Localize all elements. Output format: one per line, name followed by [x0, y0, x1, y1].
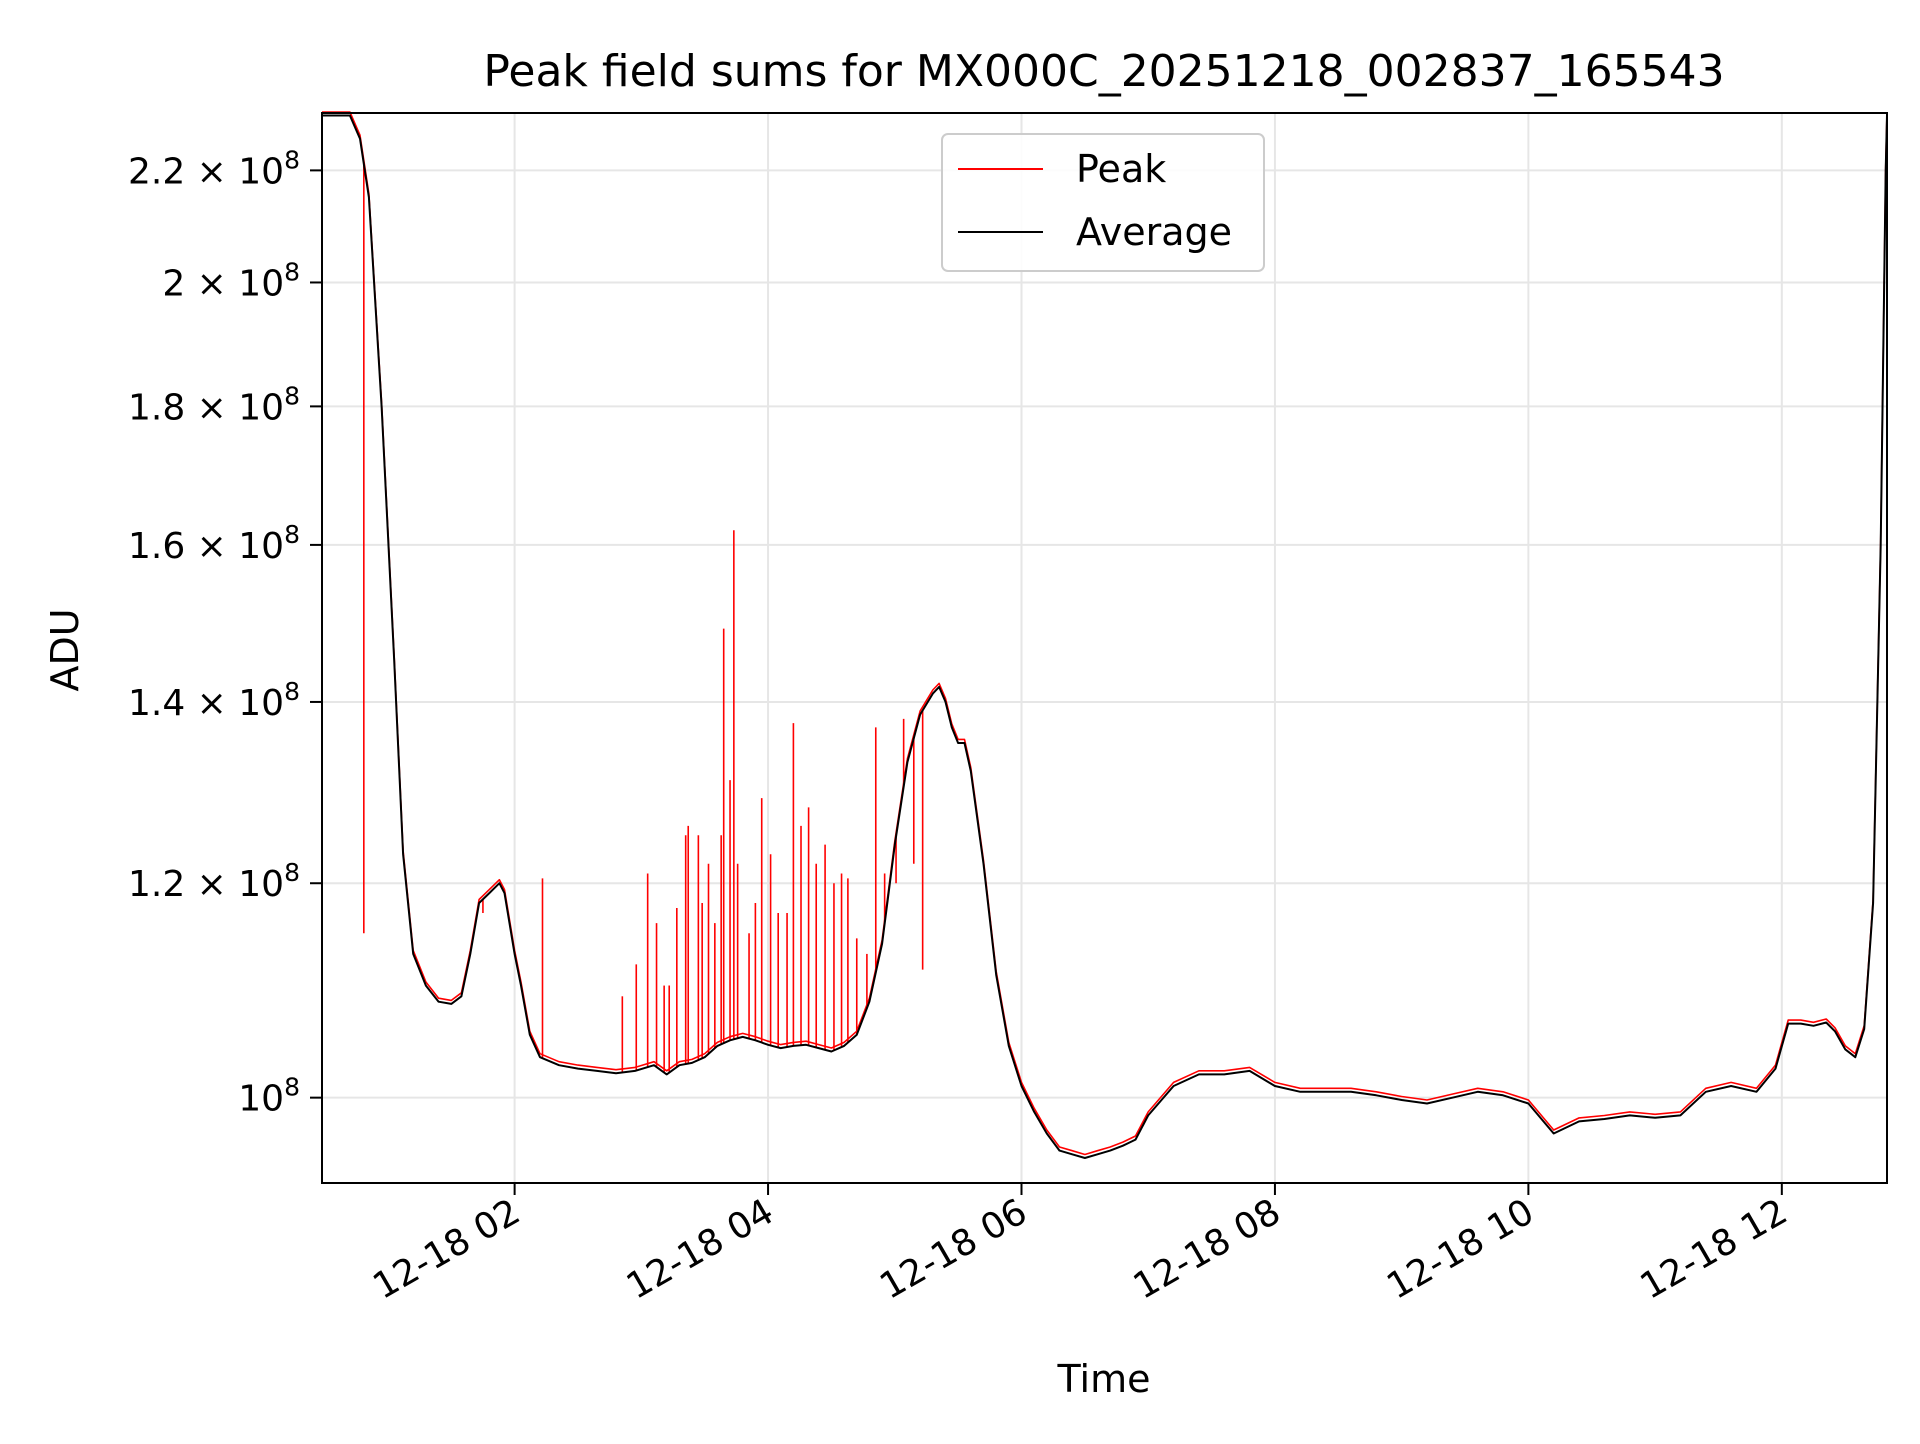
- series-layer: [322, 111, 1888, 1159]
- legend-label-peak: Peak: [1076, 147, 1166, 191]
- y-tick-label: 2 × 108: [162, 257, 300, 304]
- y-tick-mantissa: 1.4 × 10: [128, 683, 284, 724]
- plot-frame: [321, 112, 1888, 1184]
- y-tick-mantissa: 2 × 10: [162, 263, 284, 304]
- y-tick-label: 1.4 × 108: [128, 677, 300, 724]
- y-tick-mantissa: 1.8 × 10: [128, 387, 284, 428]
- y-axis-title: ADU: [43, 608, 87, 691]
- plot-area-background: [322, 113, 1887, 1183]
- y-tick-label: 1.2 × 108: [128, 858, 300, 905]
- y-tick-exponent: 8: [284, 858, 300, 887]
- y-tick-exponent: 8: [284, 1073, 300, 1102]
- y-tick-exponent: 8: [284, 677, 300, 706]
- y-tick-exponent: 8: [284, 257, 300, 286]
- x-axis-title: Time: [1057, 1357, 1151, 1401]
- y-tick-label: 1.8 × 108: [128, 381, 300, 428]
- y-tick-mantissa: 1.2 × 10: [128, 864, 284, 905]
- chart-title: Peak field sums for MX000C_20251218_0028…: [483, 46, 1724, 97]
- y-tick-label: 108: [238, 1073, 300, 1120]
- y-tick-mantissa: 1.6 × 10: [128, 526, 284, 567]
- series-line-average: [322, 114, 1888, 1159]
- y-tick-exponent: 8: [284, 520, 300, 549]
- legend: Peak Average: [941, 133, 1265, 272]
- grid-lines: [322, 113, 1887, 1183]
- y-tick-label: 1.6 × 108: [128, 520, 300, 567]
- y-tick-mantissa: 2.2 × 10: [128, 151, 284, 192]
- peak-spikes: [363, 163, 924, 1073]
- y-tick-exponent: 8: [284, 381, 300, 410]
- legend-label-average: Average: [1076, 210, 1232, 254]
- y-tick-label: 2.2 × 108: [128, 145, 300, 192]
- y-tick-mantissa: 10: [238, 1079, 284, 1120]
- y-tick-exponent: 8: [284, 145, 300, 174]
